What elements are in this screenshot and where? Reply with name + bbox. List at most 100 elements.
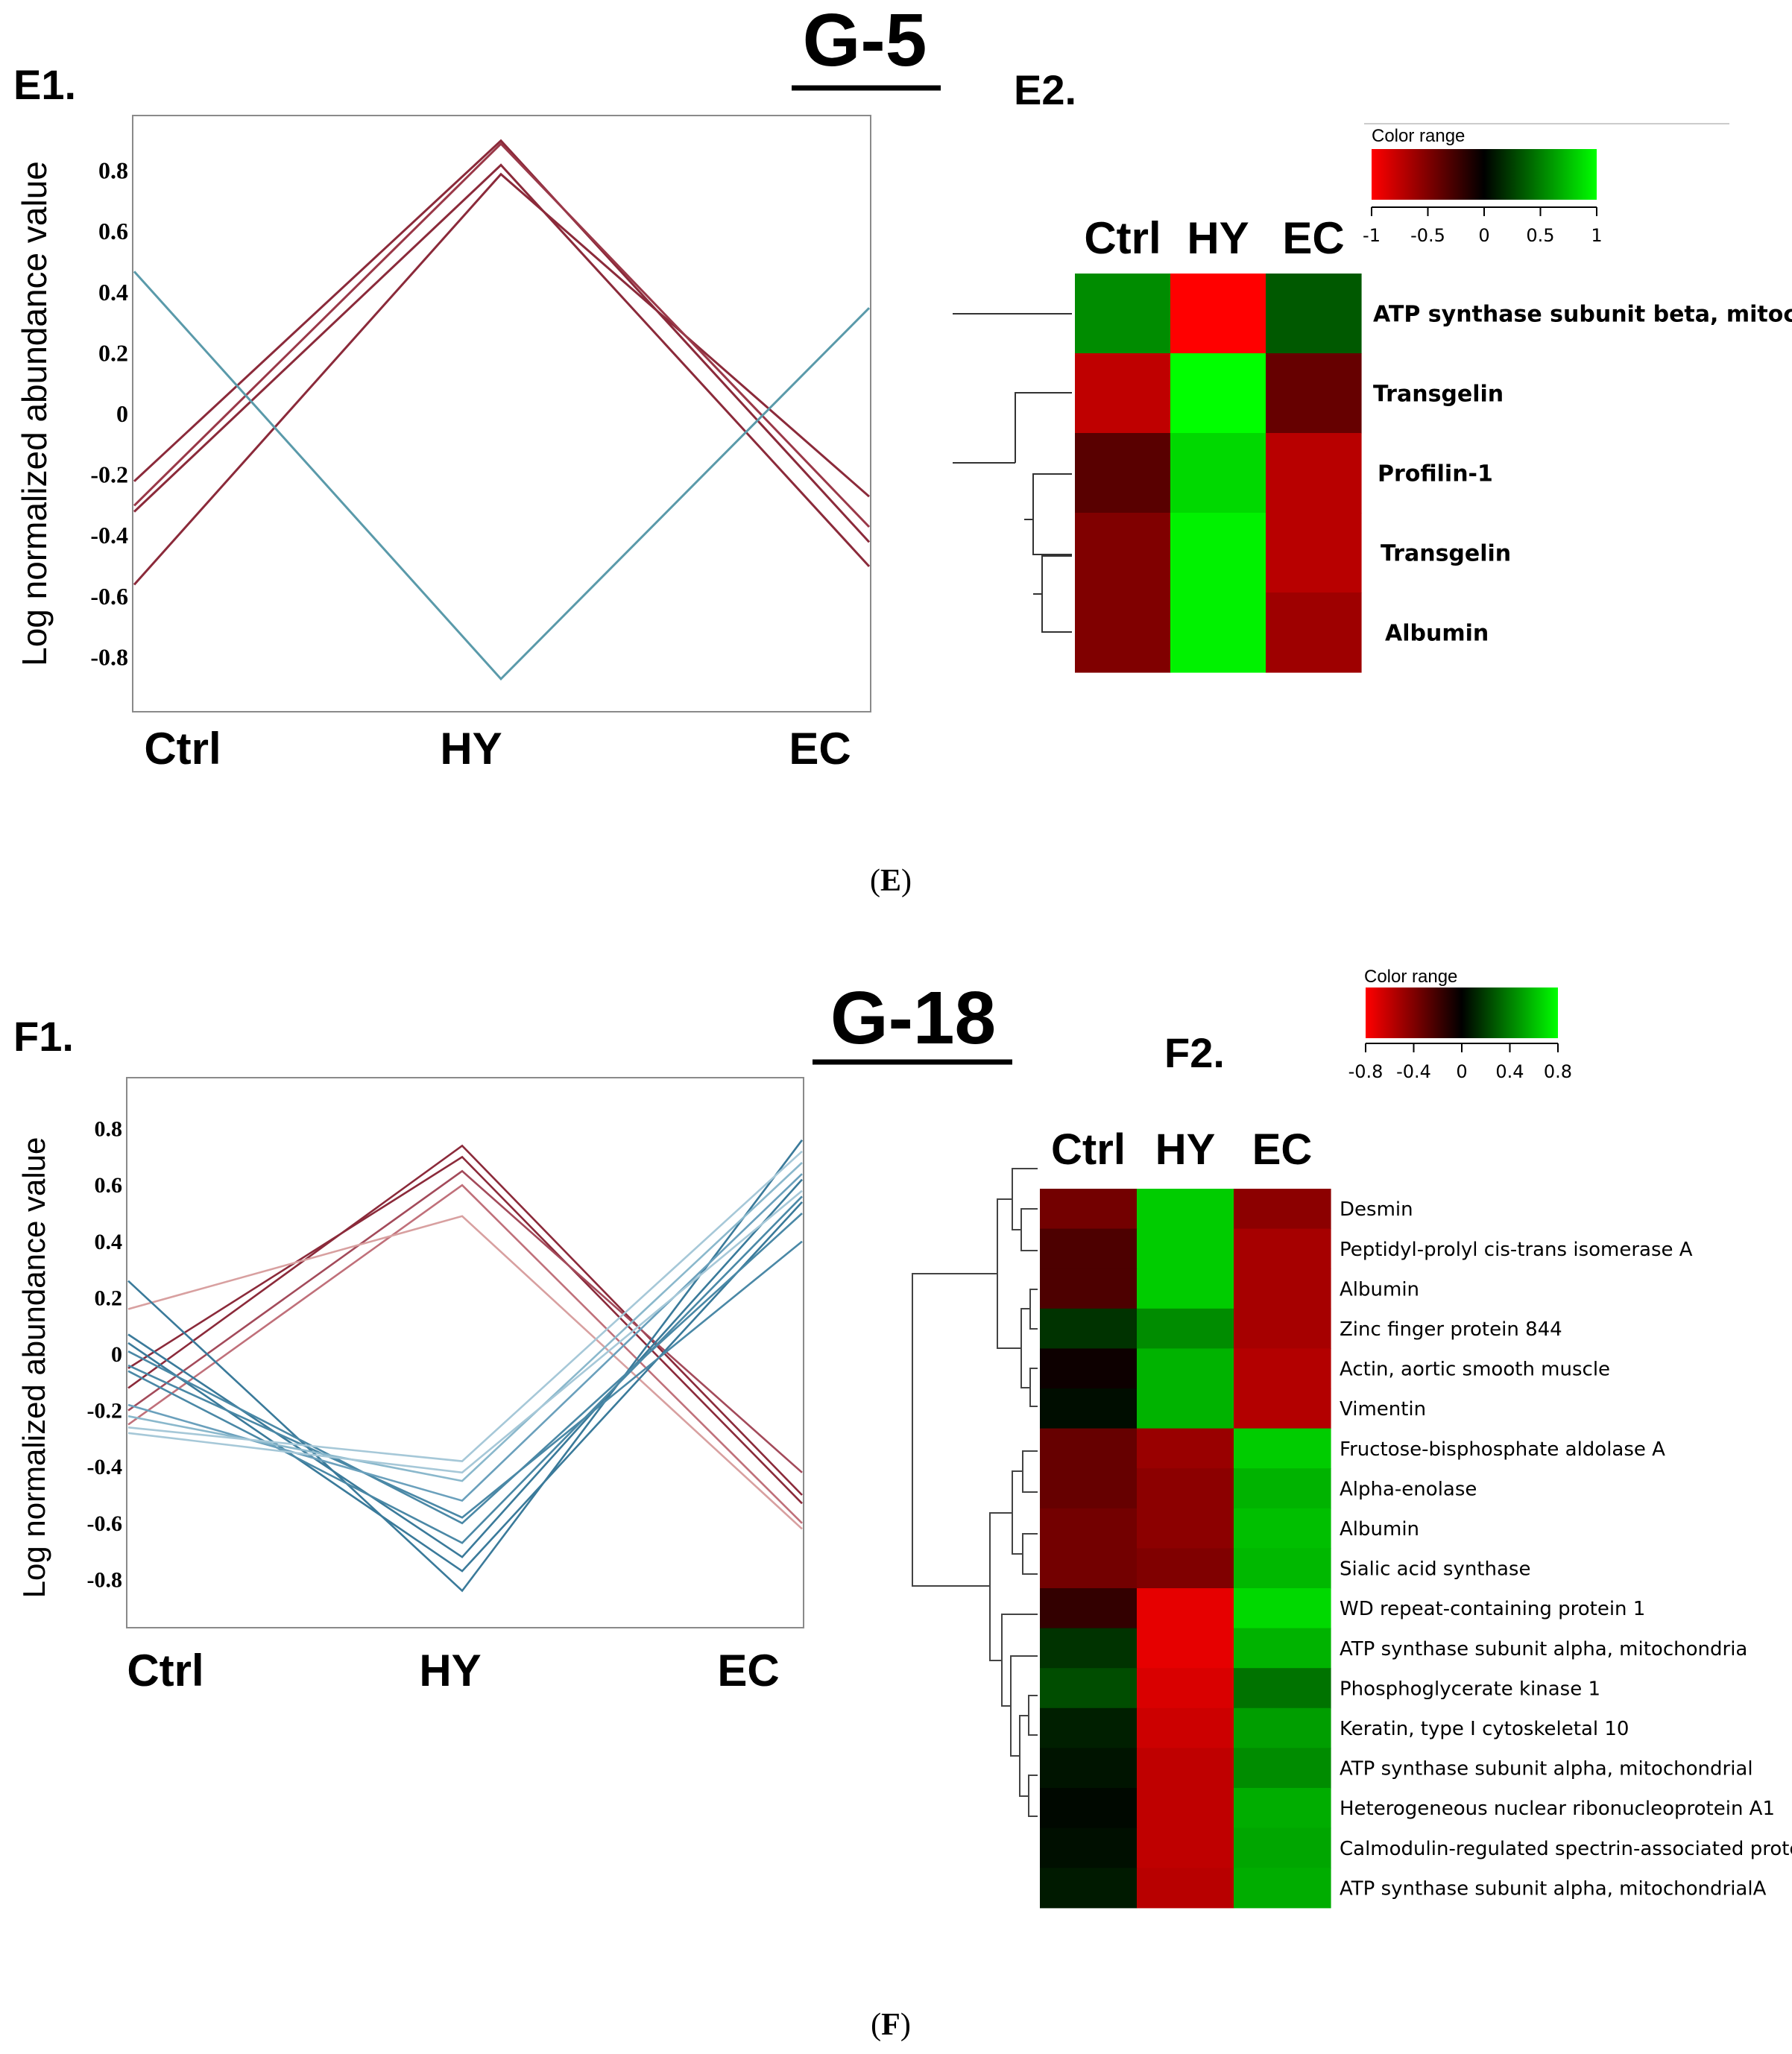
- column-label-hy: HY: [1187, 213, 1249, 263]
- heatmap-cell: [1234, 1707, 1331, 1748]
- heatmap-cell: [1040, 1588, 1138, 1629]
- row-label: Albumin: [1340, 1518, 1419, 1540]
- series-lines: [127, 1139, 804, 1593]
- series-line-r4: [127, 1184, 803, 1524]
- row-label: ATP synthase subunit alpha, mitochondria…: [1340, 1758, 1753, 1780]
- legend-title: Color range: [1364, 967, 1457, 987]
- y-tick-label: -0.6: [87, 1511, 123, 1536]
- x-tick-labels: Ctrl HY EC: [144, 724, 851, 774]
- heatmap-cell: [1040, 1508, 1138, 1549]
- caption-e: (E): [870, 864, 912, 898]
- legend-tick-label: -0.4: [1396, 1061, 1431, 1082]
- row-label: Transgelin: [1381, 540, 1511, 566]
- heatmap-cell: [1040, 1228, 1138, 1269]
- y-tick-label: -0.2: [90, 461, 128, 488]
- series-line-p3: [133, 172, 870, 586]
- line-chart-e1: 0.8 0.6 0.4 0.2 0 -0.2 -0.4 -0.6 -0.8 Ctrl HY EC L…: [15, 115, 871, 774]
- heatmap-cell: [1040, 1788, 1138, 1829]
- heatmap-cell: [1075, 274, 1171, 354]
- series-line-b5: [127, 1240, 803, 1519]
- series-line-p4: [133, 142, 871, 528]
- series-line-b10: [127, 1189, 803, 1474]
- heatmap-cell: [1137, 1388, 1234, 1429]
- row-label: Actin, aortic smooth muscle: [1340, 1359, 1610, 1381]
- heatmap-cell: [1234, 1788, 1331, 1829]
- heatmap-cell: [1234, 1189, 1331, 1230]
- y-tick-label: -0.4: [87, 1455, 123, 1479]
- series-lines: [133, 139, 871, 681]
- heatmap-cell: [1234, 1628, 1331, 1669]
- heatmap-cell: [1266, 592, 1362, 673]
- heatmap-cells: [1040, 1189, 1331, 1909]
- y-tick-label: 0.6: [98, 218, 128, 244]
- heatmap-cell: [1040, 1428, 1138, 1469]
- row-label: Fructose-bisphosphate aldolase A: [1340, 1438, 1665, 1461]
- column-labels: Ctrl HY EC: [1084, 213, 1344, 263]
- heatmap-cell: [1137, 1268, 1234, 1309]
- heatmap-cell: [1266, 513, 1362, 593]
- heatmap-cell: [1040, 1748, 1138, 1789]
- row-labels: Desmin Peptidyl-prolyl cis-trans isomeras…: [1340, 1198, 1792, 1900]
- heatmap-cell: [1040, 1548, 1138, 1589]
- panel-label-e2: E2.: [1014, 66, 1076, 113]
- plot-frame: [126, 1077, 804, 1628]
- group-title-g5: G-5: [803, 0, 927, 82]
- heatmap-cell: [1234, 1428, 1331, 1469]
- heatmap-cell: [1234, 1668, 1331, 1709]
- legend-gradient-bar: [1366, 987, 1558, 1038]
- heatmap-cell: [1137, 1868, 1234, 1909]
- series-line-r2: [127, 1155, 803, 1505]
- heatmap-cell: [1234, 1268, 1331, 1309]
- row-dendrogram: [912, 1168, 1038, 1817]
- legend-tick-label: -1: [1363, 225, 1381, 246]
- plot-frame: [132, 115, 871, 712]
- row-label: Albumin: [1340, 1278, 1419, 1301]
- legend-tick-label: 0.5: [1526, 225, 1554, 246]
- heatmap-cell: [1234, 1308, 1331, 1349]
- heatmap-f2: Ctrl HY EC Desmin Peptidyl-prolyl cis-trans…: [912, 1125, 1792, 1909]
- series-line-b4: [127, 1213, 803, 1525]
- heatmap-cell: [1266, 353, 1362, 434]
- series-line-b6: [127, 1195, 803, 1544]
- heatmap-cell: [1137, 1428, 1234, 1469]
- y-tick-label: 0.4: [95, 1230, 123, 1254]
- y-tick-labels: 0.8 0.6 0.4 0.2 0 -0.2 -0.4 -0.6 -0.8: [90, 157, 128, 671]
- heatmap-cell: [1137, 1668, 1234, 1709]
- heatmap-cell: [1137, 1548, 1234, 1589]
- series-line-b9: [127, 1150, 803, 1462]
- heatmap-cell: [1137, 1628, 1234, 1669]
- row-label: Keratin, type I cytoskeletal 10: [1340, 1718, 1629, 1740]
- line-chart-f1: 0.8 0.6 0.4 0.2 0 -0.2 -0.4 -0.6 -0.8 Ctrl HY EC L…: [16, 1077, 804, 1696]
- heatmap-cell: [1234, 1827, 1331, 1868]
- heatmap-cell: [1170, 513, 1266, 593]
- column-label-ec: EC: [1252, 1125, 1313, 1174]
- heatmap-cell: [1137, 1827, 1234, 1868]
- heatmap-cell: [1266, 274, 1362, 354]
- x-tick-label-ctrl: Ctrl: [144, 724, 221, 774]
- y-tick-label: -0.8: [87, 1567, 123, 1592]
- series-line-p5: [133, 271, 871, 681]
- column-label-hy: HY: [1155, 1125, 1216, 1174]
- row-label: Sialic acid synthase: [1340, 1558, 1530, 1581]
- legend-gradient-bar: [1372, 149, 1597, 200]
- heatmap-cell: [1234, 1548, 1331, 1589]
- heatmap-cell: [1137, 1588, 1234, 1629]
- heatmap-cell: [1137, 1508, 1234, 1549]
- group-title-g18: G-18: [830, 976, 996, 1060]
- y-tick-label: 0.8: [95, 1117, 123, 1142]
- y-tick-label: 0.8: [98, 157, 128, 184]
- y-tick-label: 0.2: [98, 339, 128, 366]
- row-label: Heterogeneous nuclear ribonucleoprotein …: [1340, 1798, 1775, 1820]
- heatmap-cell: [1040, 1827, 1138, 1868]
- heatmap-cell: [1040, 1668, 1138, 1709]
- series-line-r5: [127, 1215, 803, 1530]
- series-line-b1: [127, 1139, 804, 1593]
- y-tick-label: -0.4: [90, 522, 128, 549]
- heatmap-cell: [1040, 1348, 1138, 1389]
- heatmap-cell: [1040, 1189, 1138, 1230]
- heatmap-cell: [1137, 1468, 1234, 1509]
- legend-tick-label: 0: [1478, 225, 1489, 246]
- heatmap-cell: [1137, 1228, 1234, 1269]
- y-tick-label: -0.2: [87, 1399, 123, 1423]
